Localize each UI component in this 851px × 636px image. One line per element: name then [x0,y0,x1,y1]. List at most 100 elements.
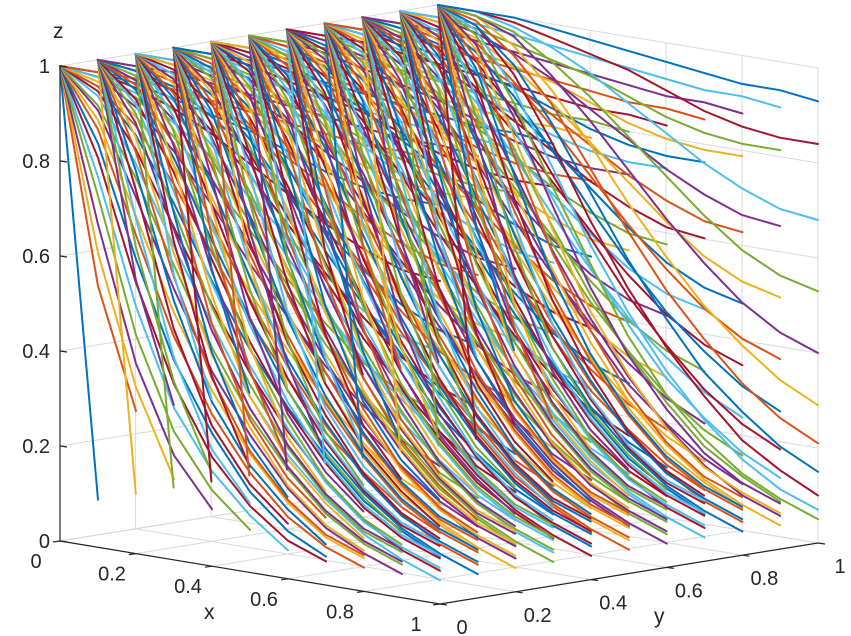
y-axis-line [439,542,819,605]
series-line [96,58,137,495]
series-line [172,46,251,394]
series-line [59,65,99,501]
series-line [323,22,364,459]
series-line [172,46,213,483]
series-line [248,34,554,529]
series-line [210,40,517,545]
series-line [399,10,668,508]
series-line [361,16,630,514]
series-line [437,4,781,514]
y-tick [742,554,750,557]
series-line [437,4,819,103]
series-line [285,28,402,444]
series-line [323,22,630,526]
series-line [134,52,175,489]
series-line [96,58,289,525]
series-line [134,52,251,468]
x-tick [128,553,137,556]
series-line [437,4,743,499]
series-line [134,52,289,498]
y-tick-label: 0 [456,617,467,636]
x-tick [432,603,441,606]
series-line [437,4,819,511]
series-line [172,46,289,462]
z-tick [59,65,68,68]
series-line [285,28,668,246]
series-line [96,58,251,505]
series-line [285,28,592,532]
y-tick-label: 0.8 [750,568,778,590]
z-axis-label: z [53,20,64,43]
series-line [96,58,403,563]
series-line [96,58,213,474]
series-line [285,28,478,495]
series-line [210,40,479,534]
series-line [59,65,251,531]
series-line [285,28,440,474]
series-line [59,65,137,413]
series-line [437,4,819,445]
series-line [399,10,554,456]
series-line [437,4,819,521]
series-line [361,16,592,503]
series-line [210,40,479,538]
y-tick-label: 0.4 [599,593,627,615]
y-tick [591,579,599,582]
series-line [172,46,479,551]
series-line [399,10,516,426]
x-tick [204,565,213,568]
series-line [361,16,516,462]
y-tick-label: 1 [834,556,845,578]
x-tick-label: 1 [410,614,421,636]
z-tick-label: 1 [39,56,50,78]
series-line [134,52,441,547]
series-line [361,16,668,511]
series-line [172,46,327,492]
series-line [361,16,554,482]
series-line [437,4,705,502]
axis-labels: z x y [53,20,665,628]
series-line [248,34,554,539]
series-line [437,4,819,293]
series-line [437,4,515,352]
series-line [399,10,440,446]
series-line [248,34,364,450]
series-line [399,10,630,497]
curve-series [59,4,819,582]
series-line [210,40,517,535]
series-line [399,10,592,476]
series-line [248,34,516,532]
series-line [210,40,289,388]
series-line [210,40,327,456]
series-line [437,4,591,450]
series-line [59,65,365,560]
series-line [210,40,365,486]
x-axis-line [59,540,441,605]
series-line [437,4,781,505]
x-tick [356,590,365,593]
x-tick [280,578,289,581]
series-line [323,22,478,468]
series-line [437,4,819,354]
series-line [323,22,554,509]
series-line [248,34,516,528]
series-line [399,10,706,514]
series-line [361,16,630,509]
series-line [96,58,327,546]
series-line [399,10,782,451]
series-line [134,52,327,519]
series-line [323,22,402,370]
series-line [399,10,706,505]
series-line [323,22,706,240]
series-line [210,40,403,507]
series-line [361,16,402,452]
series-line [285,28,326,465]
series-line [248,34,478,521]
z-tick [59,350,68,353]
series-line [248,34,630,252]
series-line [437,4,819,497]
series-line [361,16,744,457]
z-tick [59,540,68,543]
z-tick-label: 0.8 [22,151,50,173]
